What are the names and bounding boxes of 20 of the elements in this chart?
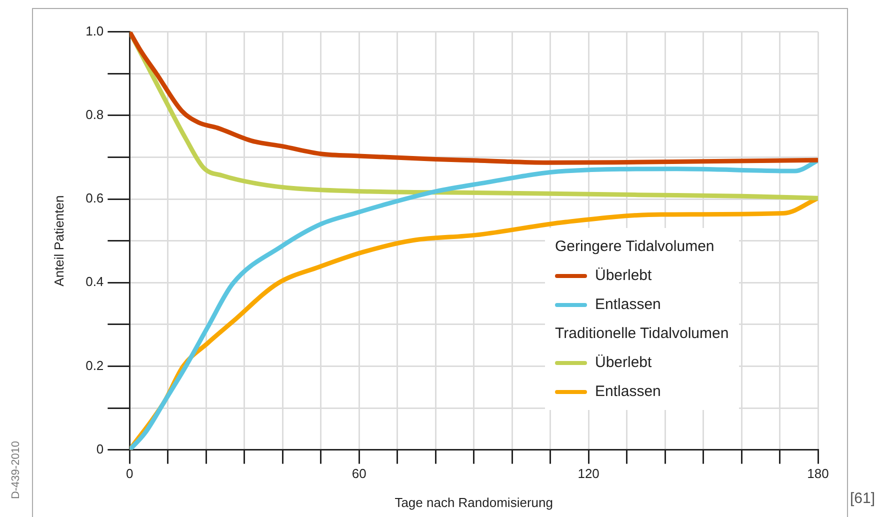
x-tick-label: 120 [578,466,600,482]
y-tick-label: 0.4 [86,274,104,290]
x-tick-label: 60 [352,466,366,482]
annotation: Traditionelle Tidalvolumen [555,324,729,344]
y-tick-label: 0.2 [86,358,104,373]
x-tick-label: 180 [807,466,829,482]
legend-label: Entlassen [595,295,661,315]
y-tick-label: 1.0 [86,23,104,38]
legend-label: Entlassen [595,382,661,402]
x-axis-title: Tage nach Randomisierung [394,494,553,510]
legend-label: Überlebt [595,266,652,286]
legend-label: Überlebt [595,353,652,373]
y-axis-title: Anteil Patienten [51,195,66,286]
text: [61] [850,490,875,507]
y-tick-label: 0.6 [86,190,104,206]
y-tick-label: 0.8 [86,106,104,122]
y-tick-label: 0 [96,441,104,456]
x-tick-label: 0 [126,466,134,482]
annotation: Geringere Tidalvolumen [555,237,716,257]
text: D-439-2010 [10,440,22,500]
